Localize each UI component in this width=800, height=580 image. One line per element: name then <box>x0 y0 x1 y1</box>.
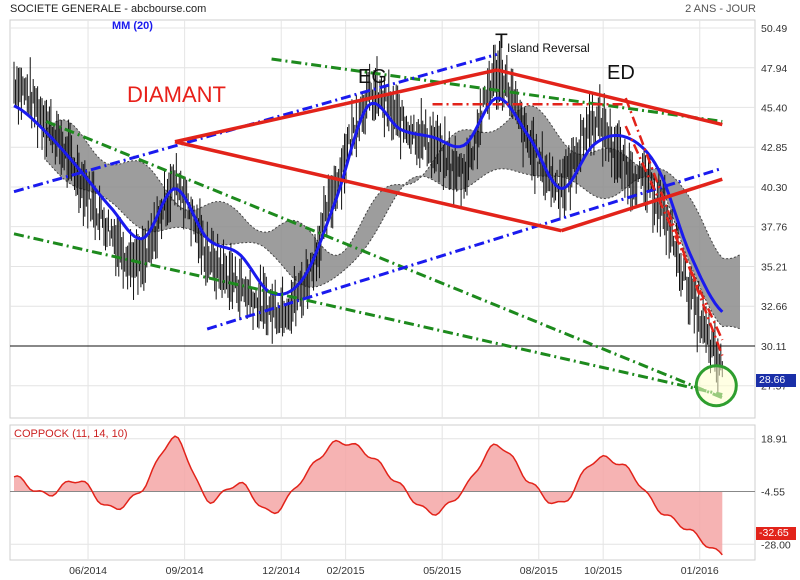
coppock-line <box>13 435 723 556</box>
diamond-lower-right <box>560 177 723 233</box>
y-tick-label: 37.76 <box>761 222 787 234</box>
last-price-badge: 28.66 <box>756 374 796 387</box>
coppock-y-tick-label: 18.91 <box>761 434 787 446</box>
coppock-area <box>14 436 723 555</box>
green-channel-upper <box>45 120 723 400</box>
y-tick-label: 42.85 <box>761 142 787 154</box>
y-tick-label: 50.49 <box>761 23 787 35</box>
annotation-t: T <box>495 30 508 53</box>
x-tick-label: 01/2016 <box>681 565 719 577</box>
y-tick-label: 32.66 <box>761 301 787 313</box>
y-tick-label: 45.40 <box>761 102 787 114</box>
ichimoku-upper <box>45 105 741 260</box>
coppock-y-tick-label: -28.00 <box>761 539 791 551</box>
x-tick-label: 12/2014 <box>262 565 300 577</box>
target-circle <box>694 364 738 408</box>
blue-channel-lower <box>206 166 723 331</box>
blue-channel-upper <box>13 52 498 194</box>
x-tick-label: 02/2015 <box>327 565 365 577</box>
coppock-legend: COPPOCK (11, 14, 10) <box>14 428 128 440</box>
y-tick-label: 47.94 <box>761 63 787 75</box>
coppock-y-tick-label: -4.55 <box>761 486 785 498</box>
trend-lines <box>13 52 738 408</box>
y-tick-label: 35.21 <box>761 261 787 273</box>
annotation-island-reversal: Island Reversal <box>507 41 590 55</box>
y-tick-label: 40.30 <box>761 182 787 194</box>
x-tick-label: 09/2014 <box>166 565 204 577</box>
red-breakdown-1 <box>624 97 724 357</box>
chart-title: SOCIETE GENERALE - abcbourse.com <box>10 3 207 15</box>
red-breakdown-2 <box>624 125 724 341</box>
annotation-ed: ED <box>607 62 635 84</box>
y-tick-label: 30.11 <box>761 341 787 353</box>
annotation-eg: EG <box>358 66 387 88</box>
axes: 27.5730.1132.6635.2137.7640.3042.8545.40… <box>69 23 791 577</box>
x-tick-label: 06/2014 <box>69 565 107 577</box>
chart-period: 2 ANS - JOUR <box>685 3 756 15</box>
ma-legend: MM (20) <box>112 20 153 32</box>
x-tick-label: 08/2015 <box>520 565 558 577</box>
ichimoku-fill <box>46 105 740 329</box>
last-coppock-badge: -32.65 <box>756 527 796 540</box>
green-channel-top <box>271 57 723 123</box>
x-tick-label: 10/2015 <box>584 565 622 577</box>
moving-average <box>13 96 724 313</box>
diamond-upper-left <box>174 68 498 144</box>
annotation-diamant: DIAMANT <box>127 82 226 107</box>
diamond-upper-right <box>496 68 723 127</box>
ma-line <box>13 96 724 313</box>
diamond-lower-left <box>174 140 562 233</box>
coppock-panel <box>10 435 755 556</box>
x-tick-label: 05/2015 <box>423 565 461 577</box>
green-channel-lower <box>13 232 723 397</box>
